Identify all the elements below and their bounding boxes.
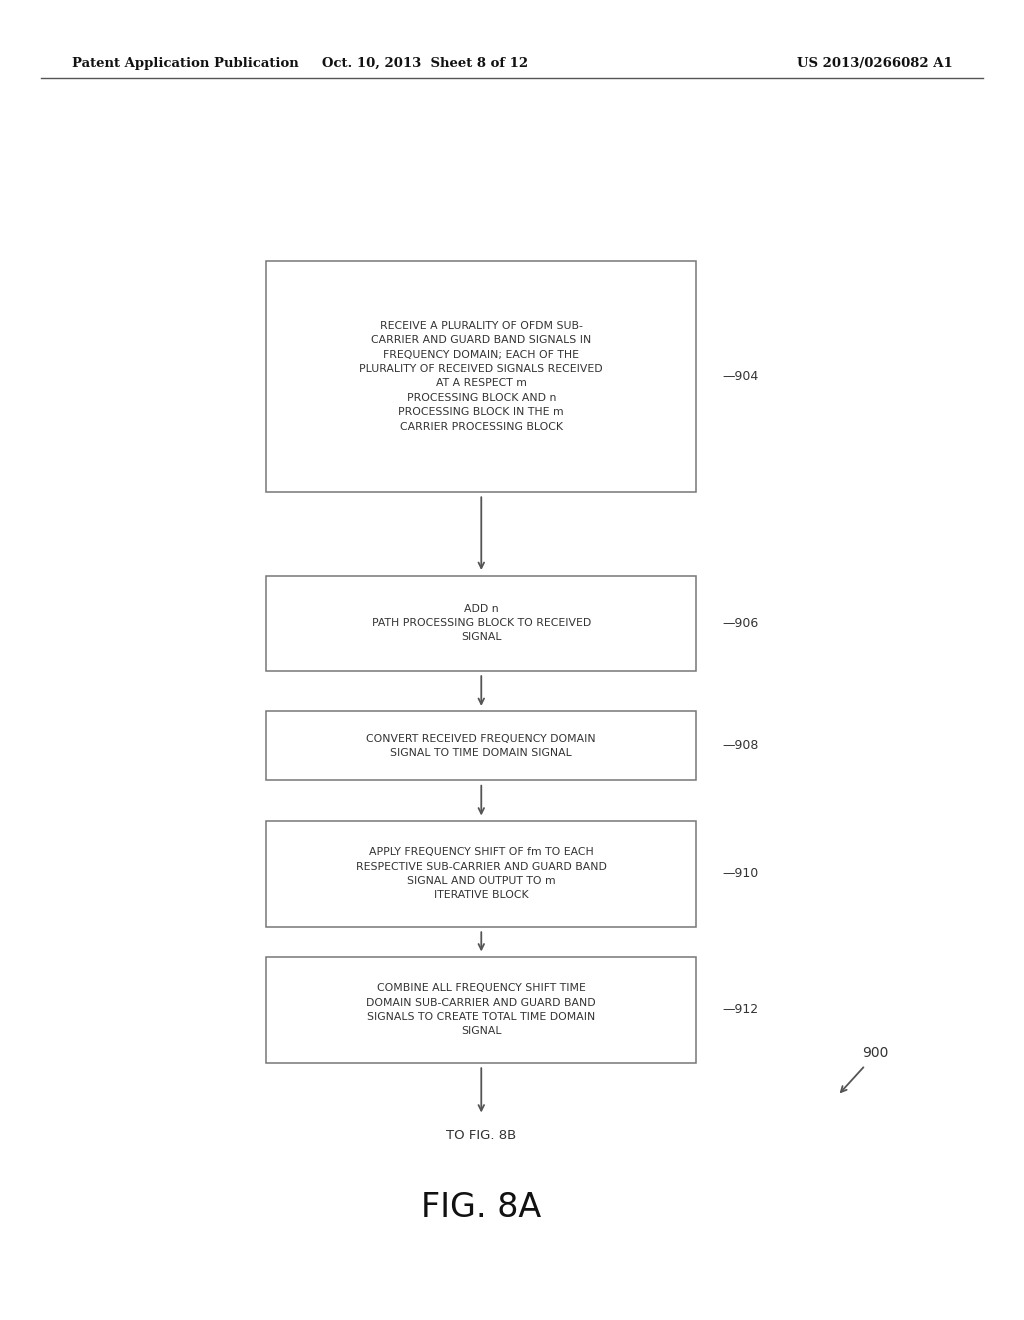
Text: —906: —906 bbox=[722, 616, 758, 630]
Text: Oct. 10, 2013  Sheet 8 of 12: Oct. 10, 2013 Sheet 8 of 12 bbox=[322, 57, 528, 70]
Text: ADD n
PATH PROCESSING BLOCK TO RECEIVED
SIGNAL: ADD n PATH PROCESSING BLOCK TO RECEIVED … bbox=[372, 603, 591, 643]
Text: US 2013/0266082 A1: US 2013/0266082 A1 bbox=[797, 57, 952, 70]
Text: TO FIG. 8B: TO FIG. 8B bbox=[446, 1129, 516, 1142]
Text: —908: —908 bbox=[722, 739, 759, 752]
Text: RECEIVE A PLURALITY OF OFDM SUB-
CARRIER AND GUARD BAND SIGNALS IN
FREQUENCY DOM: RECEIVE A PLURALITY OF OFDM SUB- CARRIER… bbox=[359, 321, 603, 432]
Text: —910: —910 bbox=[722, 867, 758, 880]
Text: —912: —912 bbox=[722, 1003, 758, 1016]
Text: CONVERT RECEIVED FREQUENCY DOMAIN
SIGNAL TO TIME DOMAIN SIGNAL: CONVERT RECEIVED FREQUENCY DOMAIN SIGNAL… bbox=[367, 734, 596, 758]
FancyBboxPatch shape bbox=[266, 261, 696, 491]
Text: —904: —904 bbox=[722, 370, 758, 383]
FancyBboxPatch shape bbox=[266, 576, 696, 671]
Text: COMBINE ALL FREQUENCY SHIFT TIME
DOMAIN SUB-CARRIER AND GUARD BAND
SIGNALS TO CR: COMBINE ALL FREQUENCY SHIFT TIME DOMAIN … bbox=[367, 983, 596, 1036]
FancyBboxPatch shape bbox=[266, 957, 696, 1063]
FancyBboxPatch shape bbox=[266, 711, 696, 780]
Text: APPLY FREQUENCY SHIFT OF fm TO EACH
RESPECTIVE SUB-CARRIER AND GUARD BAND
SIGNAL: APPLY FREQUENCY SHIFT OF fm TO EACH RESP… bbox=[356, 847, 606, 900]
Text: FIG. 8A: FIG. 8A bbox=[421, 1191, 542, 1225]
Text: Patent Application Publication: Patent Application Publication bbox=[72, 57, 298, 70]
Text: 900: 900 bbox=[862, 1045, 889, 1060]
FancyBboxPatch shape bbox=[266, 821, 696, 927]
